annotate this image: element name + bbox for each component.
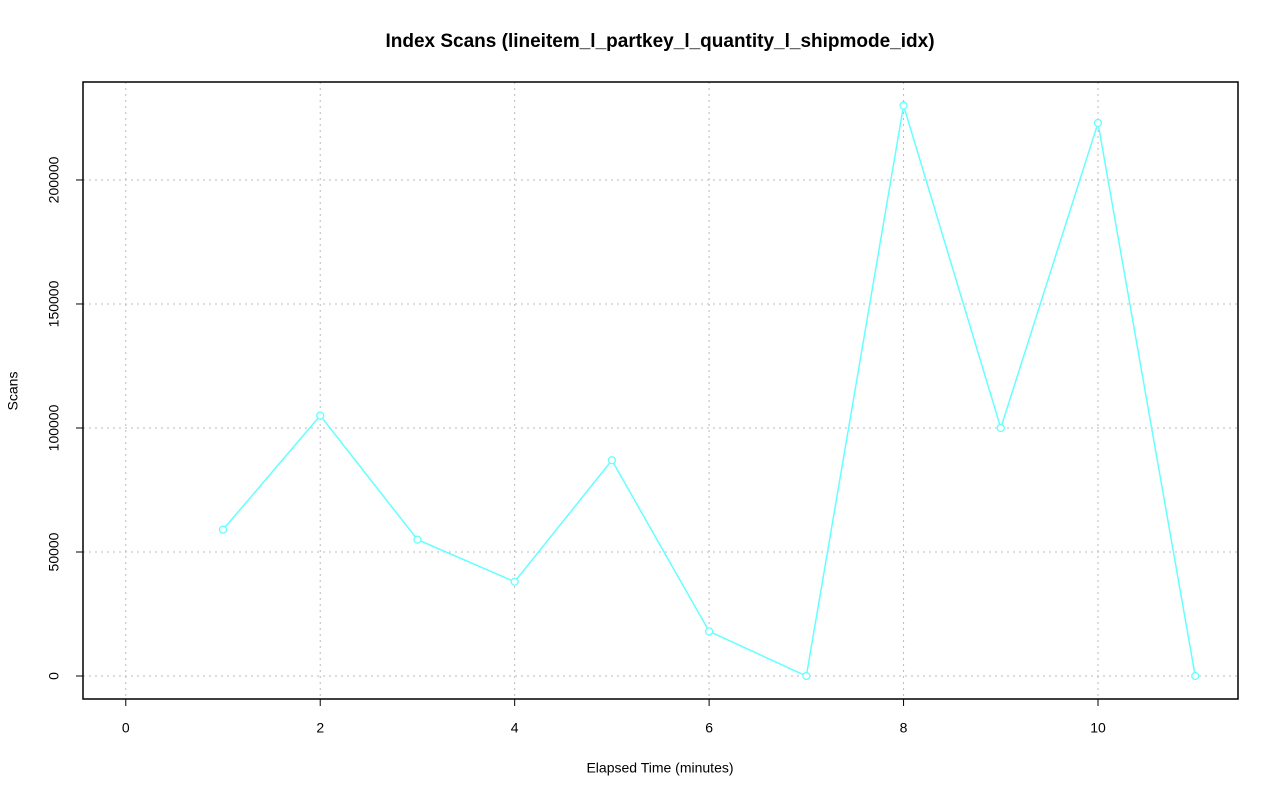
data-point [607,456,617,465]
data-point [316,411,325,420]
x-axis-label: Elapsed Time (minutes) [586,760,733,776]
data-point [413,535,422,544]
y-tick-label: 0 [46,672,62,680]
y-tick-label: 50000 [46,532,62,571]
x-tick-label: 6 [705,720,713,736]
y-axis-label: Scans [5,372,21,411]
data-point [704,627,714,636]
plot-frame [82,81,1239,700]
data-point [1093,118,1103,128]
data-point [510,577,519,586]
x-tick-label: 0 [122,720,130,736]
x-tick-label: 4 [511,720,519,736]
data-point [802,671,811,681]
data-point [1191,671,1200,681]
x-tick-label: 10 [1090,720,1106,736]
x-tick-label: 2 [316,720,324,736]
chart-title: Index Scans (lineitem_l_partkey_l_quanti… [385,31,934,52]
data-point [218,525,228,534]
data-point [996,423,1005,433]
y-tick-label: 100000 [46,404,62,451]
y-tick-label: 200000 [46,156,62,203]
data-point [899,101,908,110]
y-tick-label: 150000 [46,280,62,327]
x-tick-label: 8 [900,720,908,736]
